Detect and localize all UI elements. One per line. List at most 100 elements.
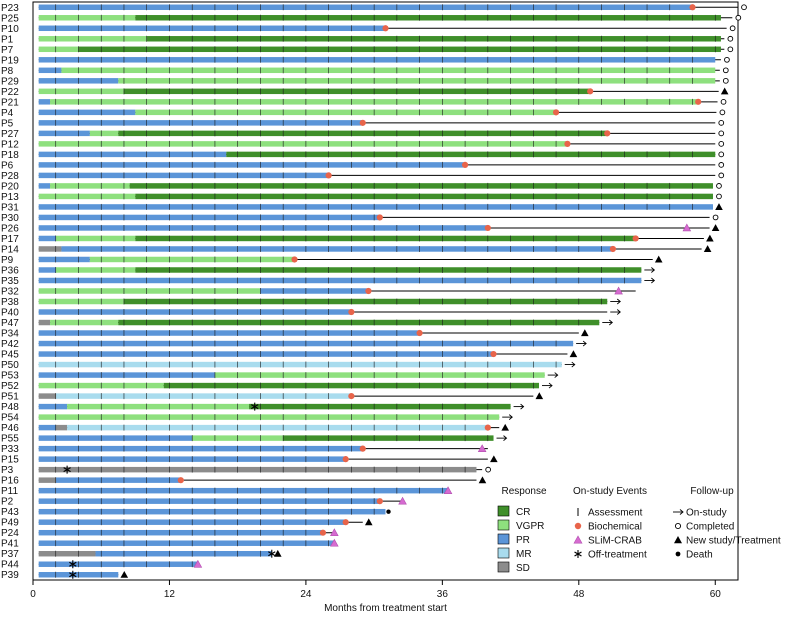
completed-marker	[720, 98, 727, 105]
biochemical-marker	[348, 308, 355, 316]
patient-label: P21	[1, 97, 19, 108]
patient-label: P18	[1, 150, 19, 161]
patient-label: P35	[1, 276, 19, 287]
patient-row: P36	[1, 265, 656, 276]
slim-crab-marker	[443, 486, 453, 495]
patient-row: P11	[1, 486, 453, 497]
biochemical-marker	[604, 130, 611, 137]
legend-response-item: VGPR	[497, 519, 544, 532]
patient-label: P55	[1, 434, 19, 445]
response-bar-vgpr	[55, 235, 136, 242]
legend-events-item: SLiM-CRAB	[573, 535, 642, 547]
completed-marker	[735, 14, 742, 21]
legend-followup-label: Completed	[686, 522, 734, 533]
patient-label: P28	[1, 171, 19, 182]
response-bar-cr	[135, 193, 713, 200]
patient-row: P20	[1, 181, 722, 192]
response-bar-vgpr	[38, 15, 136, 21]
response-bar-pr	[38, 225, 488, 231]
on-study-marker	[644, 267, 656, 273]
star-stroke	[69, 561, 77, 567]
patient-label: P46	[1, 423, 19, 434]
patient-row: P27	[1, 129, 725, 140]
on-study-marker	[602, 319, 613, 326]
response-bar-vgpr	[61, 67, 716, 74]
on-study-marker	[513, 403, 525, 410]
response-bar-pr	[38, 109, 136, 116]
legend-events-label: Assessment	[588, 508, 643, 519]
patient-label: P54	[1, 413, 19, 424]
response-bar-mr	[67, 424, 488, 431]
patient-label: P41	[1, 539, 19, 550]
biochemical-marker	[484, 424, 491, 431]
patient-label: P47	[1, 318, 19, 329]
legend-response-label: MR	[516, 549, 532, 560]
patient-label: P37	[1, 549, 19, 560]
response-bar-pr	[95, 550, 272, 557]
x-tick-label: 0	[30, 589, 36, 600]
on-study-marker	[547, 372, 559, 378]
biochemical-marker	[365, 287, 372, 295]
patient-row: P47	[1, 318, 613, 329]
patient-label: P11	[1, 486, 18, 497]
biochemical-marker	[348, 392, 355, 400]
response-bar-pr	[38, 277, 642, 284]
biochemical-marker	[552, 109, 560, 116]
patient-label: P40	[1, 308, 19, 319]
patient-row: P40	[1, 308, 621, 319]
patient-row: P29	[1, 76, 729, 87]
patient-label: P42	[1, 339, 19, 350]
patient-row: P23	[1, 3, 747, 14]
new-treatment-marker	[535, 392, 544, 400]
patient-row: P6	[1, 160, 725, 171]
response-bar-vgpr	[67, 403, 250, 410]
response-bar-pr	[38, 403, 68, 410]
response-bar-pr	[38, 214, 380, 221]
response-bar-pr	[38, 309, 352, 315]
slim-crab-marker	[477, 444, 487, 452]
legend-off-treatment-symbol	[574, 550, 582, 558]
slim-crab-marker	[398, 496, 407, 505]
response-bar-vgpr	[118, 78, 716, 84]
patient-row: P1	[1, 34, 734, 45]
slim-crab-marker	[614, 286, 623, 295]
legend: Response CR VGPR PR MR SD On-study Events Asses…	[497, 486, 781, 574]
completed-marker	[718, 141, 725, 147]
response-bar-vgpr	[89, 130, 119, 137]
patient-label: P13	[1, 192, 19, 203]
completed-marker	[718, 151, 725, 158]
response-bar-pr	[38, 57, 716, 63]
biochemical-marker	[484, 224, 491, 232]
biochemical-marker	[564, 140, 571, 147]
response-bar-sd	[55, 424, 68, 431]
biochemical-marker	[695, 98, 702, 105]
patient-row: P30	[1, 213, 719, 224]
legend-events-label: Biochemical	[588, 522, 642, 533]
response-bar-sd	[38, 246, 62, 252]
patient-row: P9	[1, 255, 663, 266]
slim-crab-marker	[330, 538, 339, 547]
patient-row: P8	[1, 66, 729, 77]
legend-on-study-symbol	[673, 509, 684, 515]
on-study-marker	[564, 361, 576, 368]
biochemical-marker	[632, 235, 639, 242]
patient-label: P16	[1, 476, 19, 487]
new-treatment-marker	[364, 518, 373, 526]
response-bar-vgpr	[214, 372, 545, 378]
patient-label: P45	[1, 350, 19, 361]
response-bar-mr	[38, 361, 562, 368]
response-bar-pr	[38, 162, 466, 168]
response-bar-cr	[123, 298, 608, 305]
patient-label: P19	[1, 55, 19, 66]
patient-label: P31	[1, 202, 19, 213]
biochemical-marker	[376, 498, 383, 505]
patient-label: P49	[1, 518, 19, 529]
star-stroke	[69, 572, 77, 578]
new-treatment-marker	[273, 549, 282, 557]
new-treatment-marker	[501, 423, 510, 431]
legend-events-label: SLiM-CRAB	[588, 536, 642, 547]
response-bar-pr	[260, 288, 369, 294]
new-treatment-marker	[569, 350, 578, 358]
legend-followup-label: Death	[686, 550, 713, 561]
legend-response-label: CR	[516, 507, 530, 518]
